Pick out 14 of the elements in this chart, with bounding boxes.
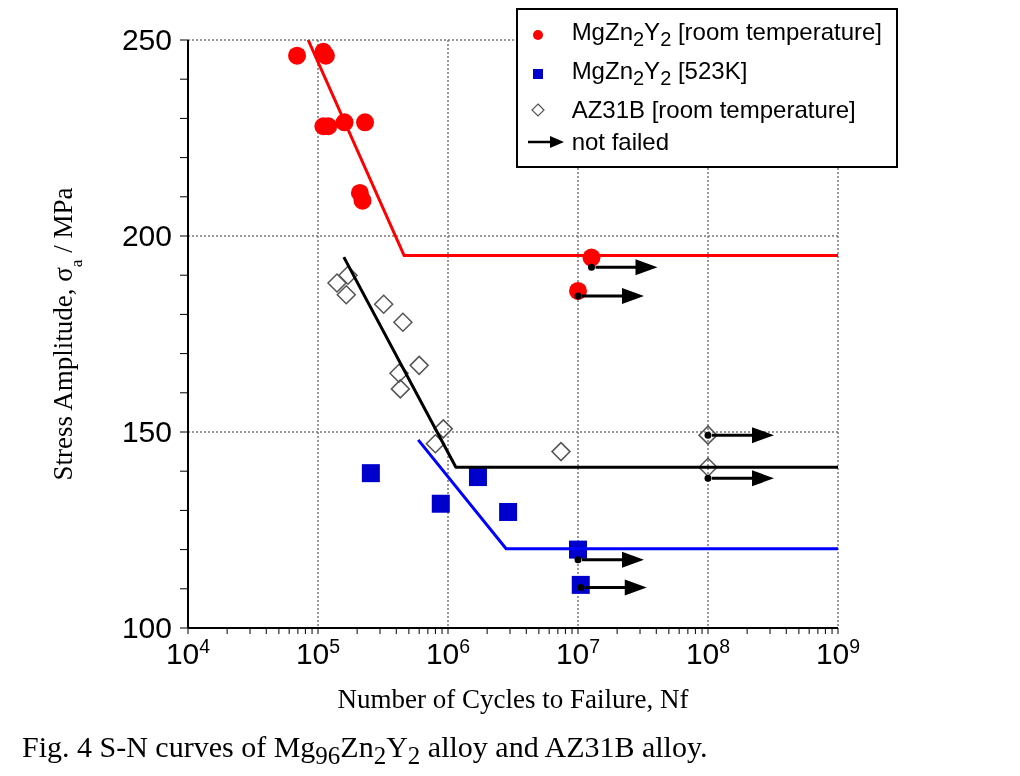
text: Fig. 4 S-N curves of Mg$_{96}$Zn$_{2}$Y$_{2}$ alloy and AZ31B alloy. — [22, 730, 708, 769]
x-axis-title: Number of Cycles to Failure, Nf — [337, 684, 689, 714]
y-tick-label: 200 — [121, 219, 172, 252]
x-tick-label: 10$^{7}$ — [555, 635, 601, 670]
x-tick-label: 10$^{9}$ — [815, 635, 861, 670]
x-tick-label: 10$^{8}$ — [685, 635, 731, 670]
x-tick-label: 10$^{5}$ — [295, 635, 341, 670]
legend-label: not failed — [571, 126, 670, 157]
legend-label: AZ31B [room temperature] — [571, 94, 856, 125]
y-tick-label: 150 — [121, 415, 172, 448]
y-tick-label: 250 — [121, 23, 172, 56]
x-tick-label: 10$^{6}$ — [425, 635, 471, 670]
legend-label: MgZn$_{2}$Y$_{2}$ [room temperature] — [571, 17, 882, 52]
legend-label: MgZn$_{2}$Y$_{2}$ [523K] — [571, 55, 748, 91]
